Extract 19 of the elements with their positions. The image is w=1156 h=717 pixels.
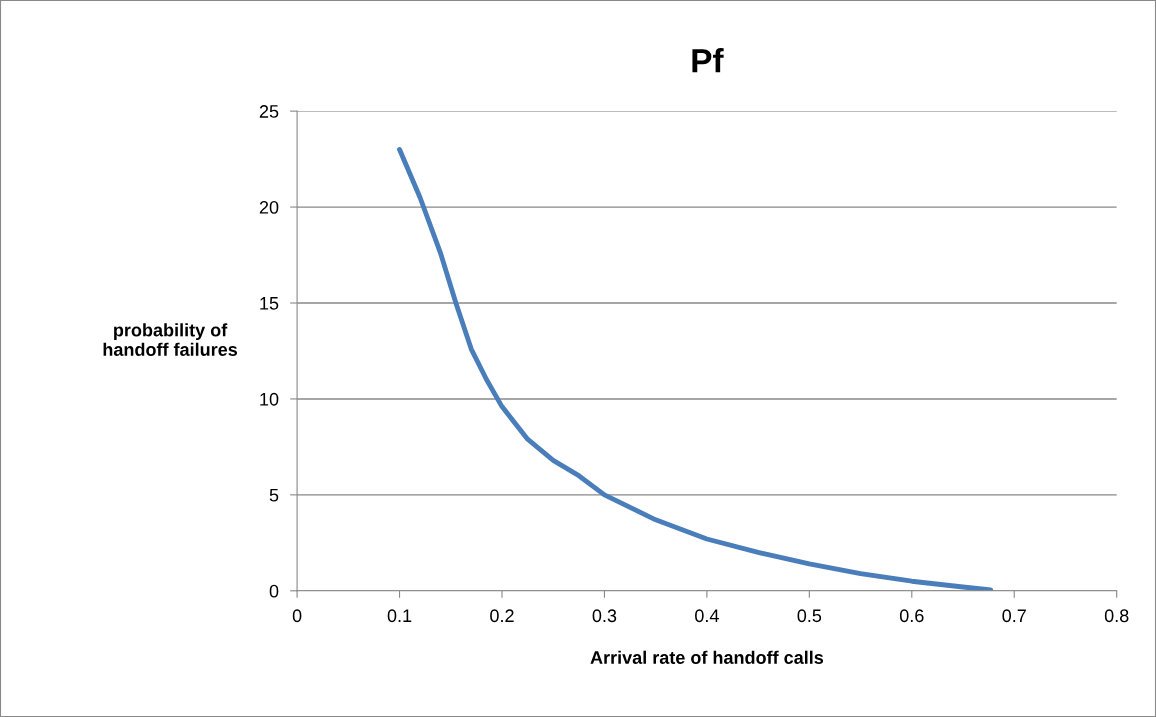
y-tick-label: 15: [260, 297, 279, 310]
x-tick-label: 0.7: [1002, 609, 1026, 623]
x-tick-label: 0.2: [490, 609, 514, 623]
y-tick-label: 10: [260, 392, 279, 406]
y-tick-label: 20: [259, 201, 279, 214]
y-tick-label: 0: [269, 584, 279, 598]
line-series: [397, 147, 994, 591]
x-tick-label: 0.8: [1104, 609, 1129, 623]
x-axis-title: Arrival rate of handoff calls: [590, 650, 824, 664]
x-tick-label: 0.6: [899, 609, 924, 623]
y-axis-title: probability of handoff failures: [103, 323, 238, 356]
x-tick-label: 0.4: [695, 609, 719, 623]
y-tick-label: 5: [269, 488, 279, 502]
x-tick-label: 0.1: [387, 609, 412, 623]
x-tick-label: 0.3: [592, 609, 617, 623]
chart-title: Pf: [692, 48, 724, 73]
x-tick-label: 0.5: [797, 609, 822, 623]
x-tick-label: 0: [292, 609, 302, 623]
y-tick-label: 25: [259, 105, 279, 118]
